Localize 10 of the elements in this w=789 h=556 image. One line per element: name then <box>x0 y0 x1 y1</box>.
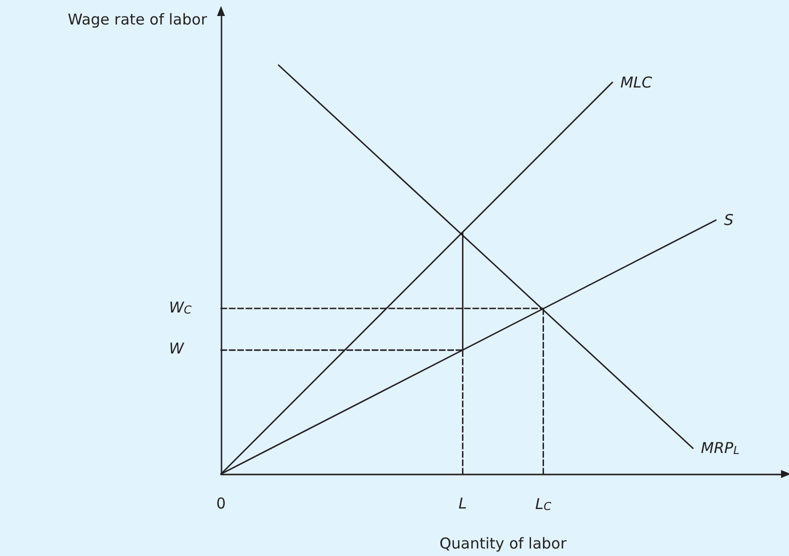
series-label: MLC <box>620 73 653 92</box>
y-axis-title: Wage rate of labor <box>68 10 208 28</box>
x-axis-title: Quantity of labor <box>439 534 568 552</box>
x-tick-label: 0 <box>216 494 226 512</box>
text: W <box>169 340 185 358</box>
x-tick-label: L <box>458 494 467 512</box>
series-label: S <box>724 211 734 230</box>
series-label: WC <box>169 298 192 316</box>
series-label: MRPL <box>700 439 740 458</box>
x-tick-label: LC <box>535 495 552 513</box>
